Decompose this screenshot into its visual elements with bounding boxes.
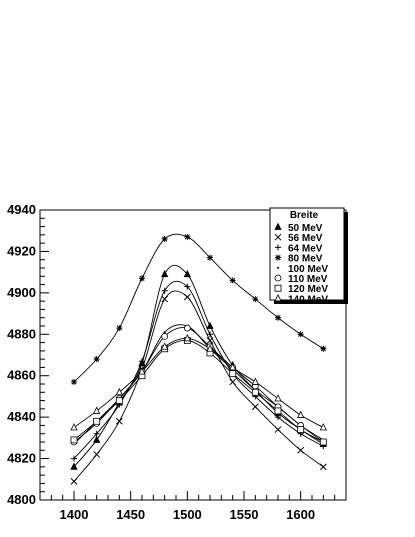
data-point (93, 430, 100, 437)
legend-entry: 100 MeV (288, 264, 328, 275)
y-tick-label: 4940 (7, 202, 36, 217)
legend-marker (277, 266, 279, 269)
y-tick-label: 4840 (7, 409, 36, 424)
y-tick-label: 4880 (7, 326, 36, 341)
x-tick-label: 1400 (60, 507, 89, 522)
data-point (252, 296, 259, 303)
data-point (161, 332, 169, 340)
legend-entry: 120 MeV (288, 284, 328, 295)
series-line (73, 280, 324, 459)
axis-ticks: 4800 4820 4840 4860 4880 4900 4920 4940 1400 1450… (7, 202, 347, 522)
x-tick-label: 1450 (116, 507, 145, 522)
data-point (184, 283, 191, 290)
y-tick-label: 4920 (7, 243, 36, 258)
legend-marker (274, 284, 282, 292)
data-point (229, 370, 237, 378)
data-point (93, 356, 100, 363)
data-point (229, 378, 237, 386)
legend-entry: 50 MeV (288, 223, 323, 234)
data-point (71, 378, 77, 385)
data-point (297, 426, 305, 433)
x-tick-label: 1550 (230, 507, 259, 522)
data-point (138, 367, 146, 375)
y-tick-label: 4800 (7, 492, 36, 507)
data-point (275, 414, 281, 421)
plot-border (39, 209, 347, 501)
legend-marker (275, 254, 281, 261)
legend-box (269, 207, 345, 301)
legend-entry: 56 MeV (288, 233, 323, 244)
data-point (161, 342, 169, 350)
data-point (319, 463, 327, 471)
data-point (183, 334, 191, 342)
data-point (70, 462, 78, 470)
data-point (139, 358, 145, 365)
data-point (274, 394, 282, 402)
x-tick-label: 1500 (173, 507, 202, 522)
y-tick-label: 4820 (7, 451, 36, 466)
legend-entry: 140 MeV (288, 294, 328, 305)
data-point (320, 345, 327, 352)
data-point (93, 417, 101, 425)
data-point (116, 325, 123, 332)
legend-entry: 110 MeV (288, 274, 328, 285)
data-point (229, 277, 236, 284)
legend-marker (274, 294, 282, 302)
data-point (93, 451, 101, 458)
legend-entry: 80 MeV (288, 254, 323, 265)
data-point (207, 331, 213, 338)
data-point (115, 397, 123, 404)
legend-marker (275, 244, 281, 251)
series-line (73, 290, 324, 482)
data-point (93, 406, 101, 414)
data-point (163, 331, 166, 334)
y-tick-label: 4860 (7, 368, 36, 383)
data-point (70, 436, 78, 444)
data-point (207, 254, 213, 261)
data-point (115, 417, 123, 425)
series-line (73, 339, 324, 443)
data-point (183, 293, 191, 301)
data-point (93, 435, 101, 443)
plot-frame (39, 209, 347, 501)
data-point (70, 423, 78, 431)
data-point (297, 331, 304, 338)
data-point (161, 295, 169, 303)
data-point (229, 363, 237, 371)
data-point (161, 269, 169, 278)
data-point (251, 377, 259, 385)
data-point (206, 321, 214, 329)
y-tick-label: 4900 (7, 285, 36, 300)
data-point (184, 233, 191, 240)
data-point (161, 287, 168, 294)
data-point (297, 446, 305, 454)
legend-entry: 64 MeV (288, 243, 323, 254)
data-point (161, 236, 168, 242)
legend-title: Breite (290, 210, 319, 221)
data-point (183, 269, 191, 278)
data-point (319, 438, 327, 446)
data-point (319, 423, 327, 431)
data-point (251, 388, 259, 396)
data-point (274, 426, 282, 433)
data-point (274, 407, 282, 415)
data-point (297, 410, 305, 418)
legend-marker (274, 233, 282, 241)
data-point (70, 478, 78, 485)
data-point (206, 337, 214, 344)
data-point (251, 403, 259, 411)
markers-layer (70, 233, 327, 485)
legend-marker (274, 222, 282, 230)
data-point (206, 344, 214, 352)
data-point (139, 275, 145, 282)
legend-marker (274, 274, 282, 282)
series-line (73, 337, 324, 428)
data-point (71, 455, 77, 462)
data-point (275, 314, 281, 321)
data-point (115, 387, 123, 396)
x-tick-label: 1600 (286, 507, 315, 522)
data-point (183, 324, 191, 332)
